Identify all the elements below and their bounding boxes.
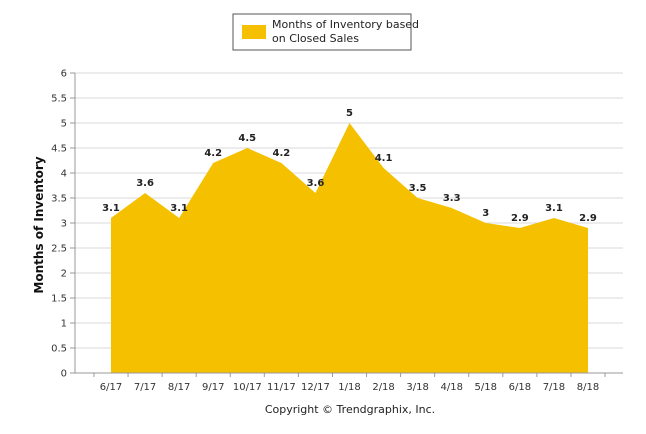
copyright-text: Copyright © Trendgraphix, Inc. xyxy=(265,403,435,416)
data-label: 4.2 xyxy=(272,148,290,159)
y-tick-label: 0 xyxy=(61,369,67,380)
x-tick-labels: 6/17 7/17 8/17 9/17 10/17 11/17 12/17 1/18 2/18 3… xyxy=(100,382,599,393)
data-label: 5 xyxy=(346,108,353,119)
y-tick-label: 5 xyxy=(61,119,67,130)
y-tick-label: 2.5 xyxy=(51,244,67,255)
data-label: 2.9 xyxy=(511,213,529,224)
data-label: 3 xyxy=(482,208,489,219)
x-tick-marks xyxy=(93,373,606,377)
data-label: 3.1 xyxy=(545,203,563,214)
x-tick-label: 7/17 xyxy=(134,382,156,393)
y-tick-label: 4 xyxy=(61,169,67,180)
legend-swatch xyxy=(242,25,266,39)
x-tick-label: 9/17 xyxy=(202,382,224,393)
y-tick-label: 1.5 xyxy=(51,294,67,305)
y-tick-label: 3 xyxy=(61,219,67,230)
x-tick-label: 10/17 xyxy=(233,382,262,393)
x-tick-label: 5/18 xyxy=(475,382,497,393)
legend-label-line1: Months of Inventory based xyxy=(272,18,419,31)
data-labels: 3.1 3.6 3.1 4.2 4.5 4.2 3.6 5 4.1 3.5 3.3 3 2.9 3.1 2.… xyxy=(102,108,597,224)
data-label: 3.1 xyxy=(170,203,188,214)
x-tick-label: 8/17 xyxy=(168,382,190,393)
x-tick-label: 1/18 xyxy=(338,382,360,393)
y-tick-label: 6 xyxy=(61,69,67,80)
data-label: 3.1 xyxy=(102,203,120,214)
y-tick-label: 2 xyxy=(61,269,67,280)
y-tick-label: 1 xyxy=(61,319,67,330)
data-label: 3.5 xyxy=(409,183,427,194)
y-axis-title: Months of Inventory xyxy=(32,156,46,293)
x-tick-label: 2/18 xyxy=(372,382,394,393)
y-tick-label: 3.5 xyxy=(51,194,67,205)
x-tick-label: 11/17 xyxy=(267,382,296,393)
legend-label-line2: on Closed Sales xyxy=(272,32,359,45)
x-tick-label: 12/17 xyxy=(301,382,330,393)
y-tick-labels: 0 0.5 1 1.5 2 2.5 3 3.5 4 4.5 5 5.5 6 xyxy=(51,69,67,380)
data-label: 4.2 xyxy=(204,148,222,159)
data-label: 3.3 xyxy=(443,193,461,204)
data-label: 2.9 xyxy=(579,213,597,224)
x-tick-label: 4/18 xyxy=(440,382,462,393)
legend: Months of Inventory based on Closed Sale… xyxy=(232,13,419,51)
data-label: 4.5 xyxy=(238,133,256,144)
y-tick-label: 5.5 xyxy=(51,94,67,105)
x-tick-label: 8/18 xyxy=(577,382,599,393)
x-tick-label: 6/18 xyxy=(509,382,531,393)
data-label: 3.6 xyxy=(136,178,154,189)
x-tick-label: 7/18 xyxy=(543,382,565,393)
data-label: 4.1 xyxy=(375,153,393,164)
x-tick-label: 6/17 xyxy=(100,382,122,393)
area-series xyxy=(111,123,588,373)
data-label: 3.6 xyxy=(307,178,325,189)
y-tick-label: 0.5 xyxy=(51,344,67,355)
y-tick-label: 4.5 xyxy=(51,144,67,155)
x-tick-label: 3/18 xyxy=(406,382,428,393)
